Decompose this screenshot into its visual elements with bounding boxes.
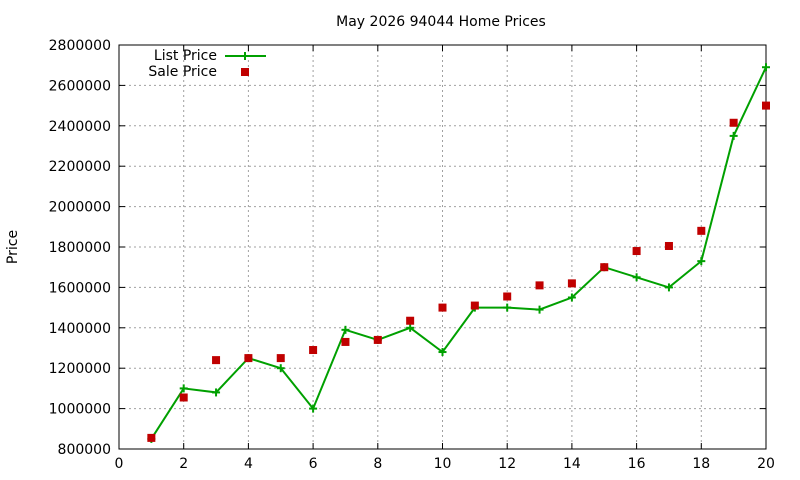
sale-price-point (664, 241, 673, 250)
legend-label-list-price: List Price (154, 48, 217, 64)
sale-price-point (729, 118, 738, 127)
y-tick-label: 2200000 (49, 159, 111, 175)
sale-price-point (244, 354, 253, 363)
x-tick-label: 4 (244, 456, 253, 472)
list-price-point (535, 305, 544, 314)
sale-price-point (535, 281, 544, 290)
y-tick-label: 2600000 (49, 78, 111, 94)
sale-price-point (341, 337, 350, 346)
sale-price-point (179, 393, 188, 402)
list-price-point (212, 388, 221, 397)
sale-price-point (567, 279, 576, 288)
list-price-point (438, 348, 447, 357)
x-tick-label: 6 (309, 456, 318, 472)
sale-price-point (470, 301, 479, 310)
grid (119, 45, 766, 449)
y-tick-label: 2000000 (49, 200, 111, 216)
list-price-point (406, 323, 415, 332)
y-tick-label: 2800000 (49, 38, 111, 54)
list-price-point (664, 283, 673, 292)
y-axis-label: Price (5, 230, 21, 264)
y-tick-label: 1000000 (49, 402, 111, 418)
y-tick-label: 2400000 (49, 119, 111, 135)
sale-price-point (762, 101, 770, 110)
sale-price-point (406, 316, 415, 325)
list-price-line (150, 66, 767, 440)
series (147, 63, 770, 443)
x-tick-label: 12 (498, 456, 516, 472)
sale-price-point (147, 433, 156, 442)
list-price-point (309, 404, 318, 413)
legend-marker-sale-price (241, 68, 249, 76)
x-tick-label: 18 (692, 456, 710, 472)
x-tick-label: 16 (628, 456, 646, 472)
list-price-point (179, 384, 188, 393)
sale-price-point (438, 303, 447, 312)
y-tick-label: 1800000 (49, 240, 111, 256)
sale-price-point (276, 354, 285, 363)
y-tick-label: 1200000 (49, 361, 111, 377)
list-price-point (632, 273, 641, 282)
list-price-point (276, 364, 285, 373)
sale-price-point (632, 247, 641, 256)
x-tick-label: 20 (757, 456, 775, 472)
sale-price-point (309, 346, 318, 355)
x-tick-label: 0 (115, 456, 124, 472)
x-tick-label: 14 (563, 456, 581, 472)
list-price-point (341, 325, 350, 334)
y-tick-label: 1400000 (49, 321, 111, 337)
sale-price-point (373, 335, 382, 344)
sale-price-point (503, 292, 512, 301)
sale-price-point (212, 356, 221, 365)
y-tick-label: 1600000 (49, 280, 111, 296)
x-tick-label: 8 (373, 456, 382, 472)
list-price-point (567, 293, 576, 302)
list-price-point (729, 131, 738, 140)
list-price-point (762, 63, 770, 72)
y-tick-label: 800000 (58, 442, 111, 458)
list-price-point (503, 303, 512, 312)
x-tick-label: 10 (434, 456, 452, 472)
sale-price-point (600, 263, 609, 272)
legend-label-sale-price: Sale Price (148, 64, 217, 80)
x-tick-label: 2 (179, 456, 188, 472)
axes: 0 2 4 6 8 10 12 14 16 18 20 800000 1000000 1200000 140… (49, 38, 775, 472)
sale-price-point (697, 226, 706, 235)
list-price-point (697, 257, 706, 266)
legend-marker-list-price (241, 52, 249, 60)
chart-title: May 2026 94044 Home Prices (336, 14, 546, 30)
